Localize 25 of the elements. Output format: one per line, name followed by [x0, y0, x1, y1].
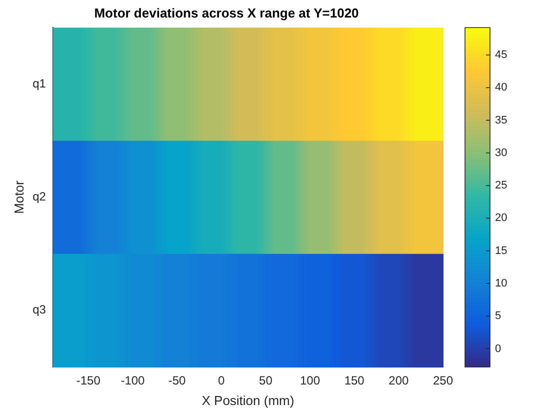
x-axis-title: X Position (mm)	[202, 392, 294, 408]
x-tick-label: 200	[388, 374, 410, 388]
color-bar-label: 35	[495, 114, 508, 126]
x-tick-label: -50	[168, 374, 186, 388]
color-bar-label: 0	[495, 342, 502, 355]
y-tick-label: q3	[32, 302, 46, 317]
x-tick-label: 150	[344, 374, 365, 388]
x-tick-label: 50	[259, 374, 273, 388]
y-tick-label: q1	[32, 76, 46, 90]
x-tick-label: 0	[218, 374, 226, 388]
x-tick-label: -150	[76, 374, 101, 388]
y-tick-label: q2	[32, 190, 46, 204]
x-tick-label: 250	[432, 374, 454, 388]
x-tick-label: -100	[120, 374, 146, 388]
color-bar-label: 40	[495, 82, 508, 94]
color-bar-label: 20	[495, 212, 508, 224]
chart-title: Motor deviations across X range at Y=1020	[94, 5, 359, 20]
color-bar-label: 15	[495, 244, 508, 257]
y-axis-title: Motor	[11, 180, 26, 214]
x-tick-label: 100	[300, 374, 320, 388]
color-bar-label: 25	[495, 180, 508, 192]
color-bar-label: 30	[495, 146, 508, 159]
color-bar-label: 45	[495, 49, 508, 62]
color-bar-label: 10	[495, 277, 508, 290]
color-bar-label: 5	[495, 310, 502, 322]
